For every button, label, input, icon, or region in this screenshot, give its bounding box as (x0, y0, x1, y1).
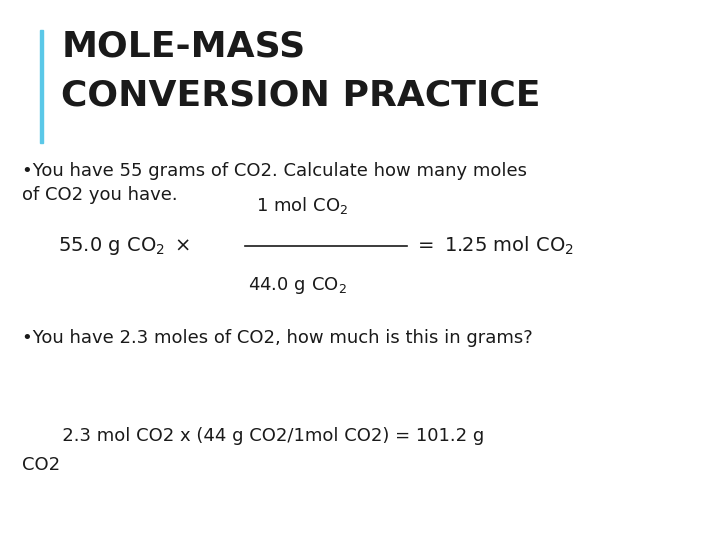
Bar (40, 30, 43, 143)
Text: $\mathrm{1\ mol\ CO_2}$: $\mathrm{1\ mol\ CO_2}$ (256, 195, 348, 216)
Text: •You have 55 grams of CO2. Calculate how many moles: •You have 55 grams of CO2. Calculate how… (22, 162, 526, 180)
Text: CONVERSION PRACTICE: CONVERSION PRACTICE (61, 78, 541, 112)
Text: of CO2 you have.: of CO2 you have. (22, 186, 177, 204)
Text: CO2: CO2 (22, 456, 60, 474)
Text: •You have 2.3 moles of CO2, how much is this in grams?: •You have 2.3 moles of CO2, how much is … (22, 329, 532, 347)
Text: $55.0\ \mathrm{g\ CO_2\ \times}$: $55.0\ \mathrm{g\ CO_2\ \times}$ (58, 235, 190, 256)
Text: 2.3 mol CO2 x (44 g CO2/1mol CO2) = 101.2 g: 2.3 mol CO2 x (44 g CO2/1mol CO2) = 101.… (22, 427, 484, 444)
Text: MOLE-MASS: MOLE-MASS (61, 30, 305, 64)
Text: $\mathrm{44.0\ g\ CO_2}$: $\mathrm{44.0\ g\ CO_2}$ (248, 275, 347, 296)
Text: $=\ 1.25\ \mathrm{mol\ CO_2}$: $=\ 1.25\ \mathrm{mol\ CO_2}$ (414, 234, 574, 257)
